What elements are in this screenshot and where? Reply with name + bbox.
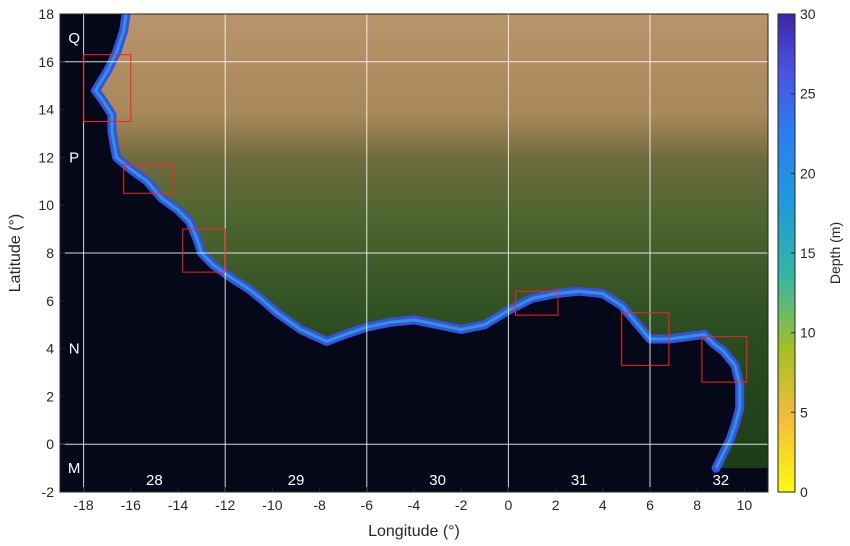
zone-column-label: 28 [146,472,163,489]
study-region-box [514,290,559,316]
depth-colorbar: 0 5 10 15 20 25 30 Depth (m) [777,6,843,500]
study-region-box [701,336,748,383]
study-region-boxes [83,54,748,383]
x-tick-label: 6 [646,497,654,513]
x-tick-label: -16 [121,497,141,513]
zone-grid-lines [60,14,768,492]
colorbar-tick-label: 30 [800,6,816,22]
y-tick-label: 2 [46,388,54,404]
y-tick-label: 10 [38,197,54,213]
y-tick-label: 12 [38,149,54,165]
zone-row-label: P [69,149,79,166]
y-tick-label: -2 [42,484,55,500]
x-tick-label: 2 [552,497,560,513]
y-tick-label: 8 [46,245,54,261]
x-tick-label: -6 [361,497,374,513]
colorbar-label: Depth (m) [827,222,843,284]
y-tick-label: 0 [46,436,54,452]
colorbar-tick-label: 15 [800,245,816,261]
study-region-box [182,228,226,273]
y-tick-label: 4 [46,341,54,357]
x-tick-label: -8 [313,497,326,513]
x-tick-label: -12 [215,497,235,513]
zone-row-labels: Q P N M [68,30,81,477]
y-axis-label: Latitude (°) [7,214,24,292]
x-tick-label: -4 [408,497,421,513]
y-tick-label: 16 [38,54,54,70]
x-tick-label: -2 [455,497,468,513]
colorbar-tick-label: 25 [800,86,816,102]
x-tick-label: -18 [73,497,93,513]
x-tick-label: -10 [262,497,282,513]
colorbar-tick-label: 20 [800,165,816,181]
y-tick-label: 6 [46,293,54,309]
colorbar-tick-label: 5 [800,404,808,420]
map-plot-area: 28 29 30 31 32 Q P N M [60,14,768,492]
x-tick-label: 10 [737,497,753,513]
x-tick-label: 8 [693,497,701,513]
x-axis-ticks: -18 -16 -14 -12 -10 -8 -6 -4 -2 0 2 4 6 8 10 [73,487,752,513]
zone-row-label: N [69,341,80,358]
x-tick-label: -14 [168,497,188,513]
zone-column-labels: 28 29 30 31 32 [146,472,729,489]
colorbar-tick-label: 10 [800,325,816,341]
zone-column-label: 30 [429,472,446,489]
colorbar-ticks: 0 5 10 15 20 25 30 [791,6,816,500]
zone-row-label: Q [68,30,80,47]
y-tick-label: 14 [38,102,54,118]
study-region-box [621,312,670,366]
zone-column-label: 31 [571,472,588,489]
y-axis-ticks: -2 0 2 4 6 8 10 12 14 16 18 [38,6,65,500]
x-axis-label: Longitude (°) [368,523,460,540]
study-region-box [83,54,132,123]
land-area [95,14,768,469]
zone-column-label: 32 [712,472,729,489]
study-region-box [123,164,174,194]
x-tick-label: 4 [599,497,607,513]
zone-column-label: 29 [288,472,305,489]
y-tick-label: 18 [38,6,54,22]
zone-row-label: M [68,460,81,477]
x-tick-label: 0 [505,497,513,513]
colorbar-tick-label: 0 [800,484,808,500]
